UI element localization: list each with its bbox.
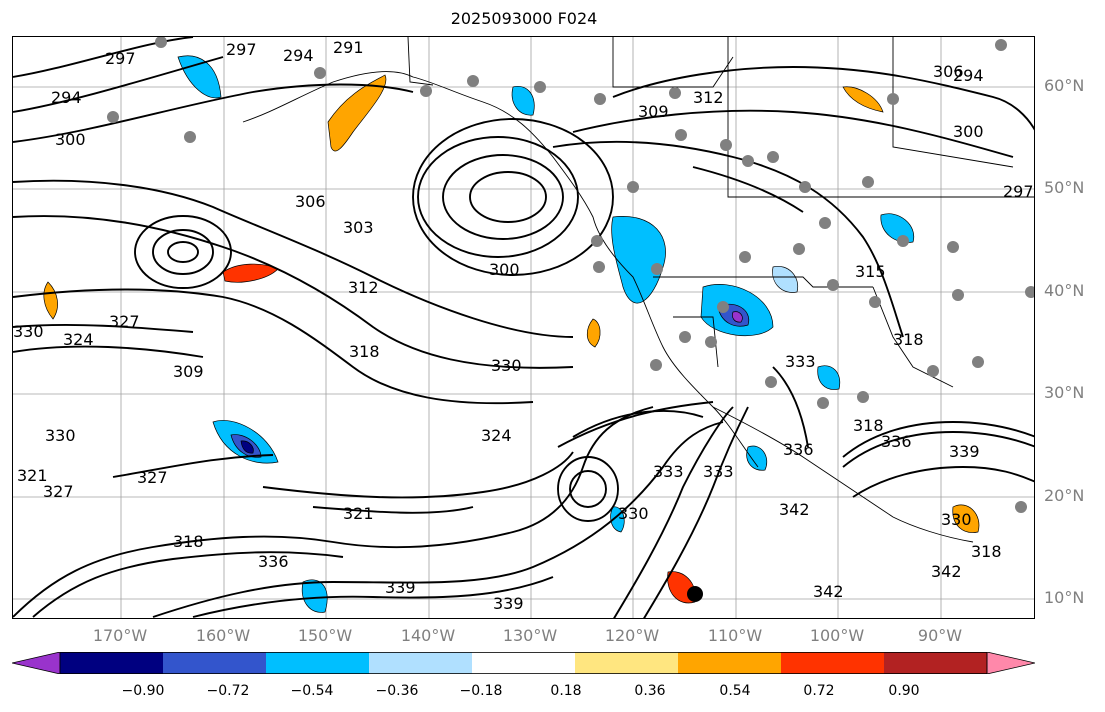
- colorbar-segment: [575, 652, 679, 674]
- contour-label: 309: [173, 362, 204, 381]
- colorbar-tick-label: 0.72: [803, 683, 835, 699]
- colorbar-border: [59, 652, 988, 674]
- colorbar-segments: [12, 652, 1035, 674]
- colorbar-tick-label: −0.36: [375, 683, 419, 699]
- contour-label: 321: [343, 504, 374, 523]
- latitude-label: 30°N: [1044, 383, 1085, 402]
- colorbar-tick-label: 0.54: [719, 683, 751, 699]
- latitude-label: 10°N: [1044, 588, 1085, 607]
- colorbar-segment: [472, 652, 576, 674]
- station-markers: [107, 37, 1034, 513]
- contour-label: 294: [953, 66, 984, 85]
- contour-label: 300: [489, 260, 520, 279]
- latitude-label: 40°N: [1044, 281, 1085, 300]
- contour-label: 312: [348, 278, 379, 297]
- longitude-label: 120°W: [604, 626, 660, 645]
- colorbar-segment: [60, 652, 164, 674]
- contour-label: 318: [349, 342, 380, 361]
- colorbar-segment: [884, 652, 988, 674]
- colorbar-extend-high: [986, 652, 1035, 674]
- contour-label: 324: [481, 426, 512, 445]
- longitude-label: 130°W: [502, 626, 558, 645]
- contour-label: 306: [295, 192, 326, 211]
- colorbar-tick-label: −0.90: [121, 683, 165, 699]
- colorbar: [12, 652, 1035, 674]
- contour-label: 318: [173, 532, 204, 551]
- contour-label: 291: [333, 38, 364, 57]
- contour-label: 342: [813, 582, 844, 601]
- shaded-fields: [43, 55, 980, 613]
- colorbar-tick-label: 0.90: [888, 683, 920, 699]
- contour-label: 330: [491, 356, 522, 375]
- contour-label: 336: [881, 432, 912, 451]
- contour-label: 309: [638, 102, 669, 121]
- contour-label: 303: [343, 218, 374, 237]
- contour-label: 318: [971, 542, 1002, 561]
- contour-label: 336: [783, 440, 814, 459]
- map-panel[interactable]: 297 294 294 291 297 294 300 306 303 300 …: [12, 36, 1035, 619]
- contour-label: 333: [785, 352, 816, 371]
- contour-label: 321: [17, 466, 48, 485]
- page-title: 2025093000 F024: [450, 9, 598, 28]
- contour-label: 336: [258, 552, 289, 571]
- contour-label: 327: [109, 312, 140, 331]
- contour-label: 342: [931, 562, 962, 581]
- contour-label: 327: [137, 468, 168, 487]
- longitude-label: 170°W: [92, 626, 148, 645]
- contour-label: 330: [941, 510, 972, 529]
- longitude-label: 150°W: [297, 626, 353, 645]
- contour-label: 339: [493, 594, 524, 613]
- contour-label: 330: [13, 322, 44, 341]
- contour-label: 312: [693, 88, 724, 107]
- colorbar-segment: [369, 652, 473, 674]
- latitude-label: 60°N: [1044, 76, 1085, 95]
- colorbar-segment: [678, 652, 782, 674]
- contour-label: 333: [703, 462, 734, 481]
- contour-label: 294: [283, 46, 314, 65]
- longitude-label: 160°W: [195, 626, 251, 645]
- latitude-label: 50°N: [1044, 178, 1085, 197]
- contour-label: 297: [105, 49, 136, 68]
- contour-label: 306: [933, 62, 964, 81]
- contour-label: 324: [63, 330, 94, 349]
- colorbar-tick-label: 0.36: [634, 683, 666, 699]
- contour-label: 339: [949, 442, 980, 461]
- contour-label: 318: [853, 416, 884, 435]
- colorbar-segment: [781, 652, 885, 674]
- contour-label: 318: [893, 330, 924, 349]
- colorbar-tick-label: −0.72: [206, 683, 250, 699]
- contour-label: 297: [1003, 182, 1034, 201]
- longitude-label: 110°W: [707, 626, 763, 645]
- contour-label: 339: [385, 578, 416, 597]
- colorbar-segment: [266, 652, 370, 674]
- contour-label: 300: [55, 130, 86, 149]
- colorbar-tick-label: 0.18: [550, 683, 582, 699]
- contour-lines: [13, 37, 1034, 618]
- contour-label-group: 297 294 294 291 297 294 300 306 303 300 …: [13, 38, 1034, 613]
- contour-label: 327: [43, 482, 74, 501]
- contour-label: 315: [855, 262, 886, 281]
- contour-label: 297: [226, 40, 257, 59]
- contour-label: 294: [51, 88, 82, 107]
- longitude-label: 140°W: [400, 626, 456, 645]
- point-marker: [687, 586, 703, 602]
- colorbar-extend-low: [12, 652, 61, 674]
- contour-label: 330: [45, 426, 76, 445]
- contour-label: 300: [953, 122, 984, 141]
- colorbar-tick-label: −0.54: [290, 683, 334, 699]
- longitude-label: 100°W: [809, 626, 865, 645]
- map-svg: 297 294 294 291 297 294 300 306 303 300 …: [13, 37, 1034, 618]
- contour-label: 342: [779, 500, 810, 519]
- contour-label: 330: [618, 504, 649, 523]
- colorbar-segment: [163, 652, 267, 674]
- latitude-label: 20°N: [1044, 486, 1085, 505]
- colorbar-tick-label: −0.18: [459, 683, 503, 699]
- longitude-label: 90°W: [917, 626, 963, 645]
- contour-label: 333: [653, 462, 684, 481]
